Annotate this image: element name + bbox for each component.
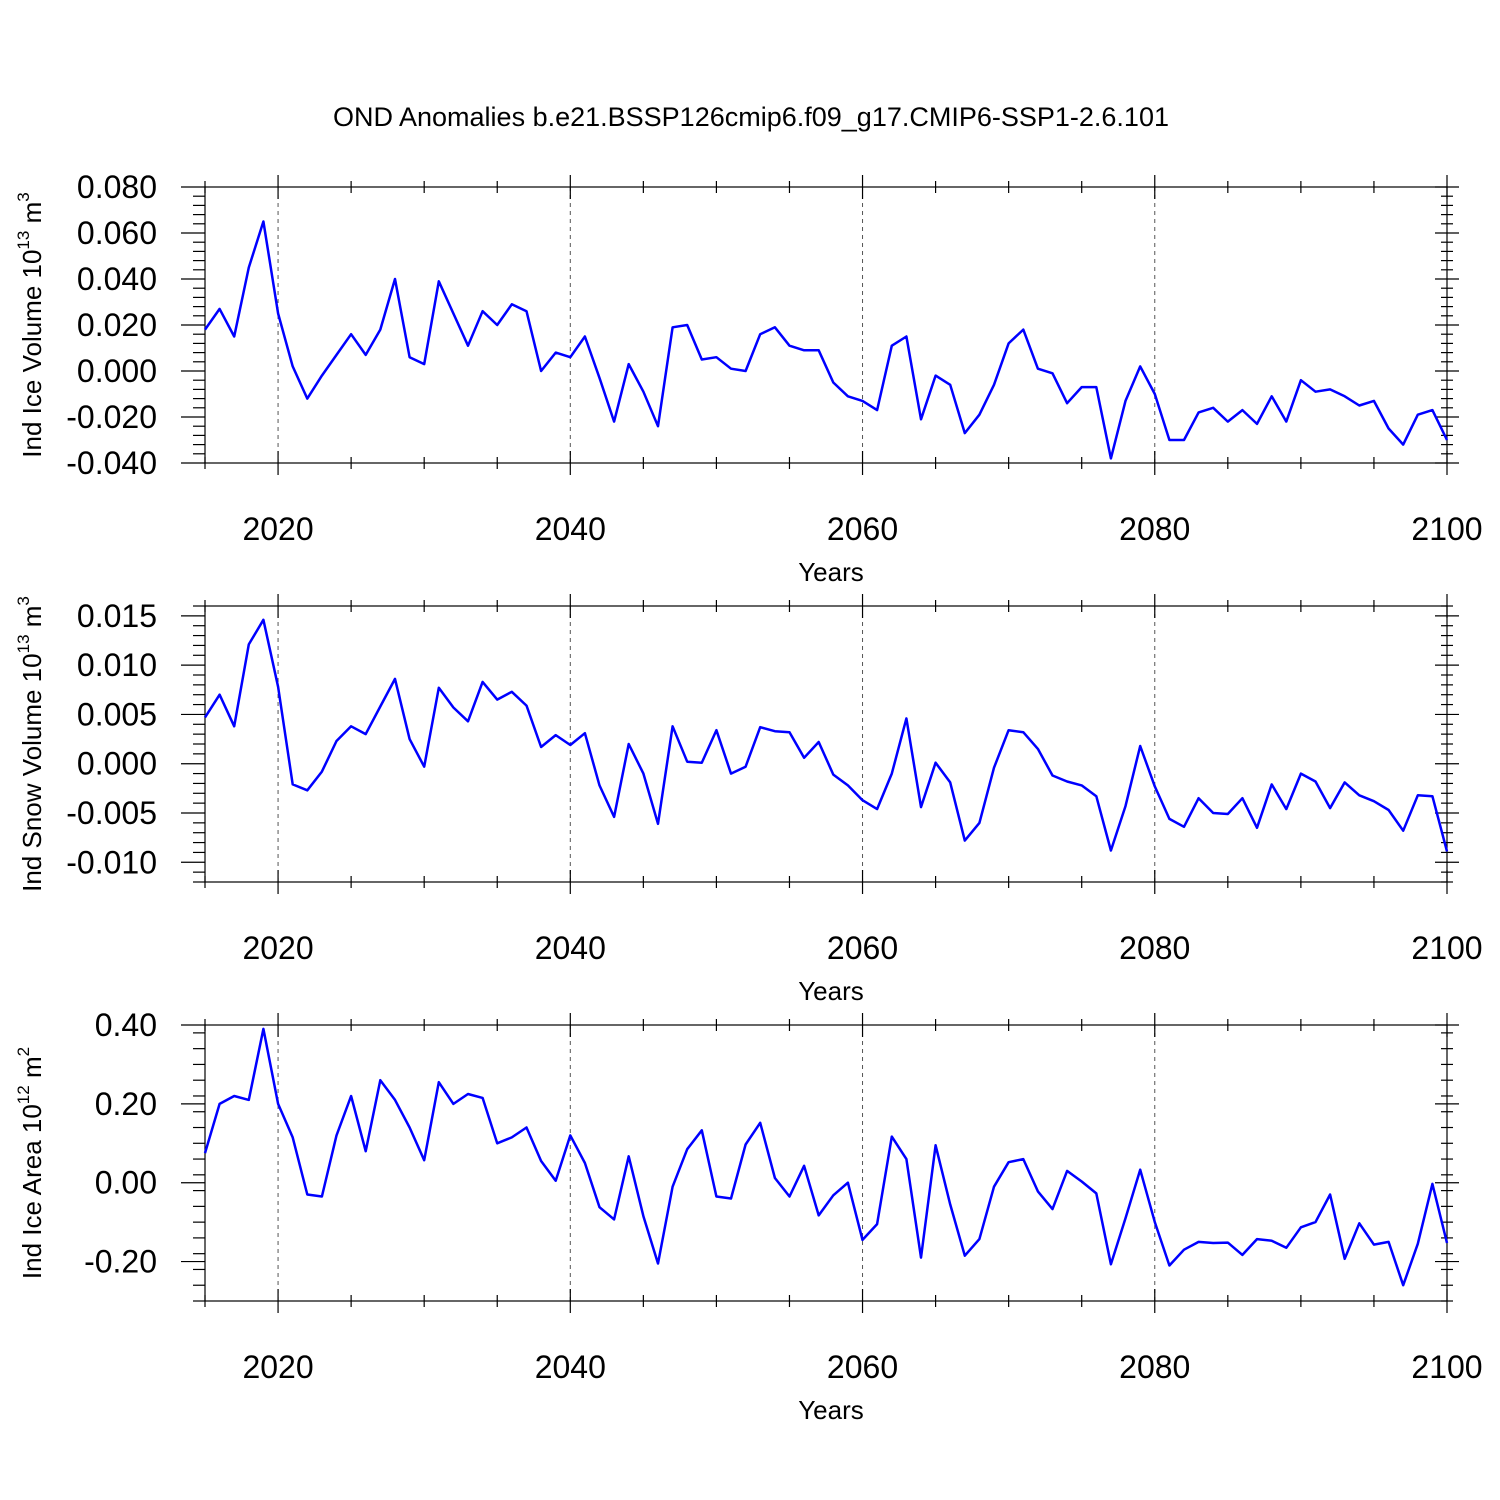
series-line — [203, 1027, 1449, 1287]
y-axis-title-exp: 12 — [14, 1085, 33, 1104]
y-axis-title: Ind Snow Volume 1013 m3 — [14, 596, 47, 892]
y-axis-title: Ind Ice Area 1012 m2 — [14, 1047, 47, 1279]
x-tick-label: 2040 — [535, 511, 606, 547]
y-axis-title-unit-exp: 2 — [14, 1047, 33, 1056]
series-line — [203, 618, 1449, 852]
y-axis-title-exp: 13 — [14, 634, 33, 653]
y-axis-title-main: Ind Ice Volume 10 — [17, 250, 47, 458]
y-tick-label: 0.000 — [77, 353, 157, 389]
y-axis-title-unit: m — [17, 202, 47, 231]
chart-panel-3: 2020 2040 2060 2080 2100 -0.20 0.00 0.20 0.40 Yea… — [14, 1007, 1483, 1425]
y-tick-label: 0.000 — [77, 746, 157, 782]
x-tick-label: 2080 — [1119, 511, 1190, 547]
x-tick-label: 2040 — [535, 1349, 606, 1385]
y-axis-title: Ind Ice Volume 1013 m3 — [14, 192, 47, 457]
chart-panel-1: 2020 2040 2060 2080 2100 -0.040 -0.020 0.000 0.0… — [14, 169, 1483, 587]
panels: 2020 2040 2060 2080 2100 -0.040 -0.020 0.000 0.0… — [14, 169, 1483, 1425]
y-tick-label: -0.040 — [66, 445, 157, 481]
y-axis-title-main: Ind Ice Area 10 — [17, 1104, 47, 1279]
x-tick-label: 2060 — [827, 511, 898, 547]
y-tick-label: -0.020 — [66, 399, 157, 435]
y-tick-label: 0.040 — [77, 261, 157, 297]
x-tick-label: 2040 — [535, 930, 606, 966]
y-tick-label: -0.005 — [66, 795, 157, 831]
y-axis-title-unit-exp: 3 — [14, 596, 33, 605]
y-axis-title-exp: 13 — [14, 231, 33, 250]
x-tick-label: 2020 — [242, 1349, 313, 1385]
x-axis-title: Years — [798, 557, 864, 587]
x-tick-label: 2020 — [242, 511, 313, 547]
y-tick-label: -0.010 — [66, 844, 157, 880]
y-tick-label: 0.015 — [77, 598, 157, 634]
x-axis-title: Years — [798, 976, 864, 1006]
y-tick-label: 0.060 — [77, 215, 157, 251]
y-axis-title-unit: m — [17, 1056, 47, 1085]
y-tick-label: 0.080 — [77, 169, 157, 205]
y-tick-label: 0.010 — [77, 647, 157, 683]
series-line — [203, 220, 1449, 460]
x-tick-label: 2060 — [827, 930, 898, 966]
x-tick-label: 2080 — [1119, 1349, 1190, 1385]
y-tick-label: 0.00 — [95, 1165, 157, 1201]
x-tick-label: 2020 — [242, 930, 313, 966]
y-axis-title-unit: m — [17, 606, 47, 635]
plot-frame — [204, 1024, 1448, 1302]
x-tick-label: 2100 — [1411, 1349, 1482, 1385]
chart-panel-2: 2020 2040 2060 2080 2100 -0.010 -0.005 0.000 0.0… — [14, 594, 1483, 1006]
x-tick-label: 2100 — [1411, 511, 1482, 547]
y-tick-label: 0.020 — [77, 307, 157, 343]
y-tick-label: 0.005 — [77, 696, 157, 732]
y-axis-title-main: Ind Snow Volume 10 — [17, 653, 47, 892]
x-tick-label: 2080 — [1119, 930, 1190, 966]
y-axis-title-unit-exp: 3 — [14, 192, 33, 201]
y-tick-label: 0.20 — [95, 1086, 157, 1122]
x-tick-label: 2060 — [827, 1349, 898, 1385]
y-tick-label: -0.20 — [84, 1244, 157, 1280]
x-axis-title: Years — [798, 1395, 864, 1425]
x-tick-label: 2100 — [1411, 930, 1482, 966]
figure-title: OND Anomalies b.e21.BSSP126cmip6.f09_g17… — [333, 102, 1169, 132]
y-tick-label: 0.40 — [95, 1007, 157, 1043]
